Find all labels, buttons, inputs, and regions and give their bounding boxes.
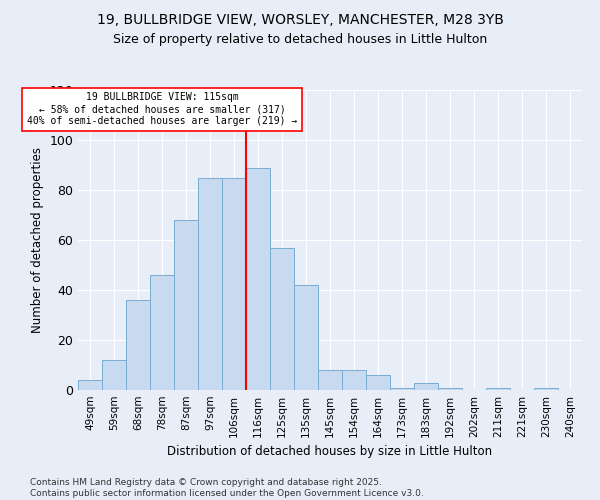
Bar (198, 178, 222, 390)
Text: Contains HM Land Registry data © Crown copyright and database right 2025.
Contai: Contains HM Land Registry data © Crown c… (30, 478, 424, 498)
Bar (342, 370, 366, 390)
Bar (174, 220, 198, 390)
Bar (78, 380, 102, 390)
Bar (318, 370, 342, 390)
Bar (270, 248, 294, 390)
Text: 19 BULLBRIDGE VIEW: 115sqm
← 58% of detached houses are smaller (317)
40% of sem: 19 BULLBRIDGE VIEW: 115sqm ← 58% of deta… (27, 92, 297, 126)
Bar (294, 285, 318, 390)
Y-axis label: Number of detached properties: Number of detached properties (31, 147, 44, 333)
Bar (438, 388, 462, 390)
Bar (246, 168, 270, 390)
Bar (414, 382, 438, 390)
Bar (150, 275, 174, 390)
Text: 19, BULLBRIDGE VIEW, WORSLEY, MANCHESTER, M28 3YB: 19, BULLBRIDGE VIEW, WORSLEY, MANCHESTER… (97, 12, 503, 26)
Bar (390, 388, 414, 390)
Bar (102, 360, 126, 390)
Bar (486, 388, 510, 390)
Bar (222, 178, 246, 390)
Bar (534, 388, 558, 390)
X-axis label: Distribution of detached houses by size in Little Hulton: Distribution of detached houses by size … (167, 446, 493, 458)
Text: Size of property relative to detached houses in Little Hulton: Size of property relative to detached ho… (113, 32, 487, 46)
Bar (126, 300, 150, 390)
Bar (366, 375, 390, 390)
